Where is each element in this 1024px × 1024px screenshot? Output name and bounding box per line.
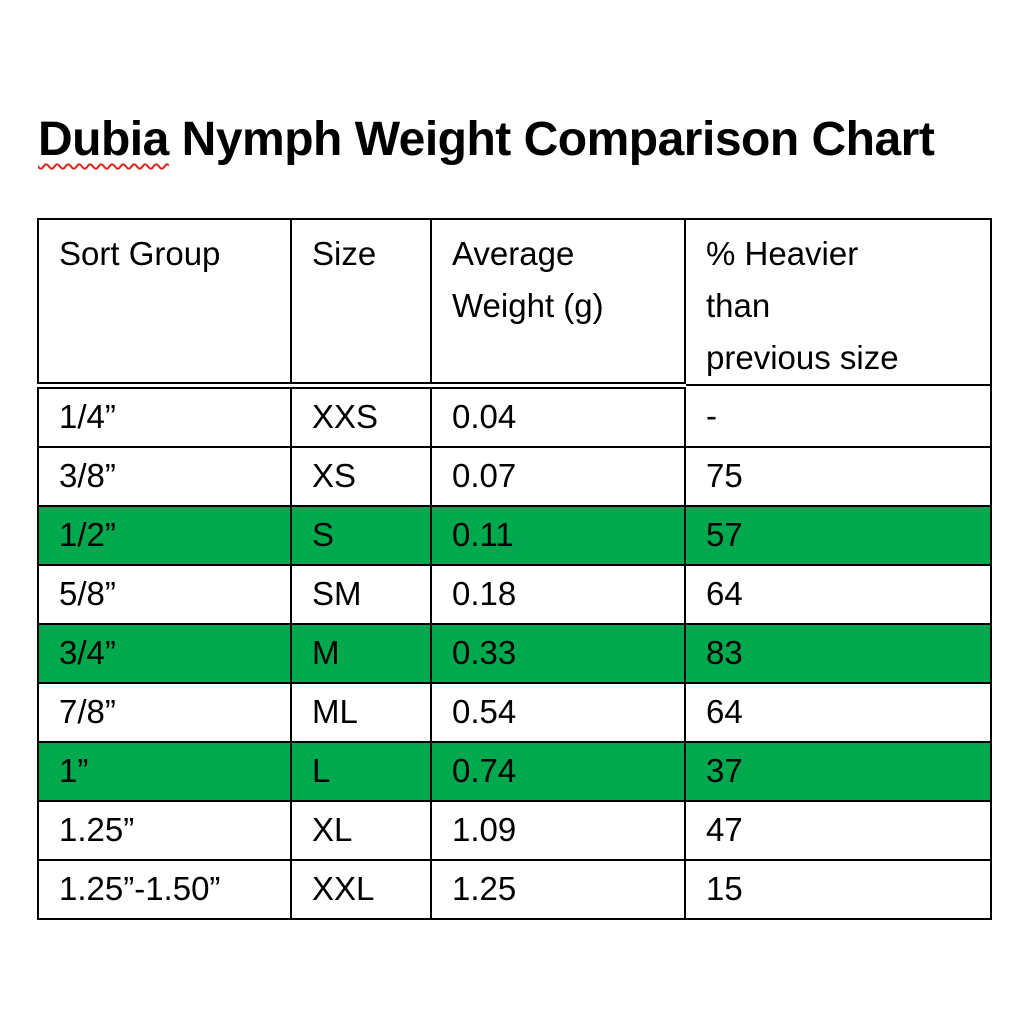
cell-size: L — [290, 740, 432, 802]
table-header-row: Sort Group Size Average Weight (g) % Hea… — [37, 218, 992, 389]
cell-size: M — [290, 622, 432, 684]
column-header-average-weight: Average Weight (g) — [430, 218, 686, 389]
table-row: 1/2” S 0.11 57 — [37, 504, 992, 566]
cell-average-weight: 0.04 — [430, 384, 686, 448]
table-row: 3/8” XS 0.07 75 — [37, 445, 992, 507]
weight-comparison-table: Sort Group Size Average Weight (g) % Hea… — [37, 218, 992, 920]
cell-size: SM — [290, 563, 432, 625]
cell-size: XXL — [290, 858, 432, 920]
page-title: Dubia Nymph Weight Comparison Chart — [38, 112, 935, 167]
cell-sort-group: 1/2” — [37, 504, 292, 566]
table-body: 1/4” XXS 0.04 - 3/8” XS 0.07 75 1/2” S 0… — [37, 384, 992, 920]
cell-sort-group: 1” — [37, 740, 292, 802]
cell-sort-group: 1.25” — [37, 799, 292, 861]
cell-pct-heavier: 15 — [684, 858, 992, 920]
table-row: 1/4” XXS 0.04 - — [37, 384, 992, 448]
cell-pct-heavier: 64 — [684, 681, 992, 743]
cell-average-weight: 0.54 — [430, 681, 686, 743]
cell-sort-group: 1.25”-1.50” — [37, 858, 292, 920]
cell-average-weight: 0.11 — [430, 504, 686, 566]
cell-pct-heavier: 37 — [684, 740, 992, 802]
table-row: 7/8” ML 0.54 64 — [37, 681, 992, 743]
column-header-sort-group: Sort Group — [37, 218, 292, 389]
cell-average-weight: 1.25 — [430, 858, 686, 920]
title-rest: Nymph Weight Comparison Chart — [168, 113, 935, 166]
cell-average-weight: 0.18 — [430, 563, 686, 625]
cell-average-weight: 0.33 — [430, 622, 686, 684]
title-misspelled-word: Dubia — [38, 113, 169, 166]
table-row: 3/4” M 0.33 83 — [37, 622, 992, 684]
cell-sort-group: 1/4” — [37, 384, 292, 448]
cell-sort-group: 3/8” — [37, 445, 292, 507]
table-row: 5/8” SM 0.18 64 — [37, 563, 992, 625]
cell-size: XL — [290, 799, 432, 861]
cell-sort-group: 7/8” — [37, 681, 292, 743]
cell-average-weight: 1.09 — [430, 799, 686, 861]
column-header-size: Size — [290, 218, 432, 389]
cell-pct-heavier: 57 — [684, 504, 992, 566]
cell-sort-group: 5/8” — [37, 563, 292, 625]
cell-size: ML — [290, 681, 432, 743]
cell-pct-heavier: 64 — [684, 563, 992, 625]
table-row: 1.25”-1.50” XXL 1.25 15 — [37, 858, 992, 920]
table-row: 1.25” XL 1.09 47 — [37, 799, 992, 861]
cell-sort-group: 3/4” — [37, 622, 292, 684]
cell-size: S — [290, 504, 432, 566]
column-header-pct-heavier: % Heavier than previous size — [684, 218, 992, 386]
cell-pct-heavier: 75 — [684, 445, 992, 507]
cell-pct-heavier: 47 — [684, 799, 992, 861]
table-row: 1” L 0.74 37 — [37, 740, 992, 802]
cell-average-weight: 0.07 — [430, 445, 686, 507]
cell-pct-heavier: 83 — [684, 622, 992, 684]
cell-pct-heavier: - — [684, 384, 992, 448]
cell-size: XXS — [290, 384, 432, 448]
cell-average-weight: 0.74 — [430, 740, 686, 802]
cell-size: XS — [290, 445, 432, 507]
